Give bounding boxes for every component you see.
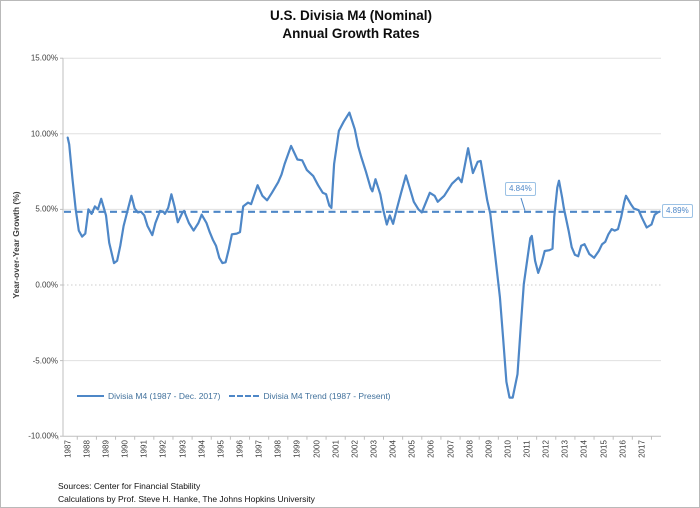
x-axis-tick-2017: 2017 bbox=[637, 440, 647, 459]
trend-callout-leader bbox=[520, 197, 526, 211]
x-axis-tick-2009: 2009 bbox=[484, 440, 494, 459]
x-axis-tick-1998: 1998 bbox=[273, 440, 283, 459]
sources-line2: Calculations by Prof. Steve H. Hanke, Th… bbox=[58, 493, 315, 504]
x-axis-tick-1995: 1995 bbox=[216, 440, 226, 459]
latest-value-callout: 4.89% bbox=[662, 204, 693, 218]
x-axis-tick-1993: 1993 bbox=[178, 440, 188, 459]
x-axis-tick-2003: 2003 bbox=[369, 440, 379, 459]
x-axis-tick-2013: 2013 bbox=[560, 440, 570, 459]
x-axis-tick-2011: 2011 bbox=[522, 440, 532, 458]
x-axis-tick-1991: 1991 bbox=[139, 440, 149, 459]
y-axis-tick: -5.00% bbox=[32, 356, 58, 366]
x-axis-tick-1996: 1996 bbox=[235, 440, 245, 459]
x-axis-tick-1997: 1997 bbox=[254, 440, 264, 459]
chart-title-line1: U.S. Divisia M4 (Nominal) bbox=[269, 8, 433, 23]
legend-label-divisia-m4-trend: Divisia M4 Trend (1987 - Present) bbox=[263, 391, 391, 401]
x-axis-tick-1989: 1989 bbox=[101, 440, 111, 459]
y-axis-tick: 5.00% bbox=[35, 204, 58, 214]
x-axis-tick-2010: 2010 bbox=[503, 440, 513, 459]
legend-label-divisia-m4: Divisia M4 (1987 - Dec. 2017) bbox=[108, 391, 221, 401]
x-axis-tick-1988: 1988 bbox=[82, 440, 92, 459]
sources-note: Sources: Center for Financial Stability … bbox=[58, 480, 315, 505]
x-axis-tick-2008: 2008 bbox=[465, 440, 475, 459]
x-axis-tick-1999: 1999 bbox=[292, 440, 302, 459]
x-axis-tick-2016: 2016 bbox=[618, 440, 628, 459]
legend-solid-line-icon bbox=[77, 395, 104, 397]
x-axis-tick-2002: 2002 bbox=[350, 440, 360, 459]
sources-line1: Sources: Center for Financial Stability bbox=[58, 481, 201, 491]
y-axis-tick: 10.00% bbox=[30, 129, 58, 139]
x-axis-tick-2015: 2015 bbox=[599, 440, 609, 459]
x-axis-tick-2012: 2012 bbox=[541, 440, 551, 459]
x-axis-tick-2007: 2007 bbox=[446, 440, 455, 459]
x-axis-tick-2014: 2014 bbox=[579, 440, 589, 459]
x-axis-tick-2001: 2001 bbox=[331, 440, 341, 459]
x-axis-tick-2000: 2000 bbox=[312, 440, 322, 459]
chart-legend: Divisia M4 (1987 - Dec. 2017) Divisia M4… bbox=[77, 389, 391, 403]
chart-title-line2: Annual Growth Rates bbox=[282, 26, 420, 41]
y-axis-tick: 15.00% bbox=[30, 53, 58, 63]
x-axis-tick-2006: 2006 bbox=[426, 440, 436, 459]
y-axis-tick: -10.00% bbox=[28, 431, 58, 441]
chart-title: U.S. Divisia M4 (Nominal) Annual Growth … bbox=[1, 7, 699, 43]
x-axis-tick-1990: 1990 bbox=[120, 440, 130, 459]
divisia-m4-line bbox=[66, 111, 661, 399]
x-axis-tick-2004: 2004 bbox=[388, 440, 398, 459]
y-axis-tick: 0.00% bbox=[35, 280, 58, 290]
x-axis-tick-2005: 2005 bbox=[407, 440, 417, 459]
x-axis-tick-1992: 1992 bbox=[158, 440, 168, 459]
x-axis-tick-1994: 1994 bbox=[197, 440, 207, 459]
x-axis-tick-1987: 1987 bbox=[63, 440, 73, 459]
trend-value-callout: 4.84% bbox=[505, 182, 536, 196]
legend-dashed-line-icon bbox=[229, 395, 260, 397]
